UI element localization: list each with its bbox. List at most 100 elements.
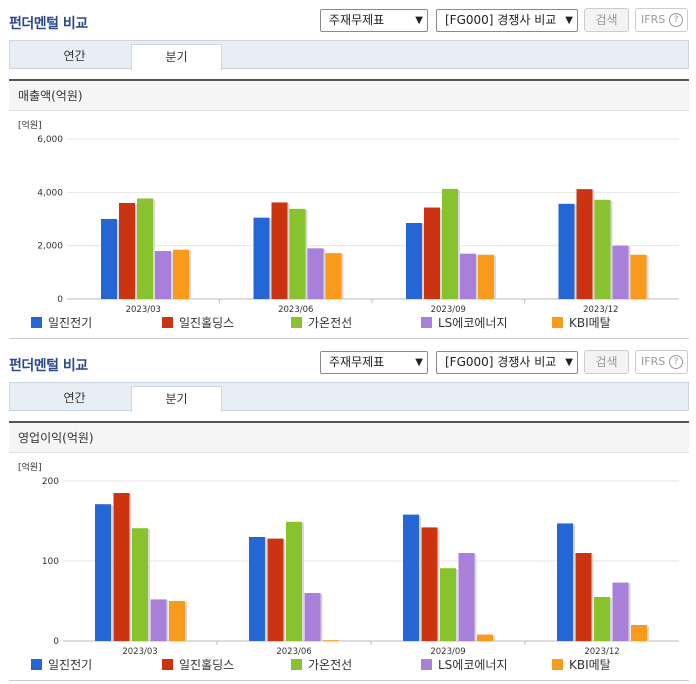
bar-1-1[interactable]: [271, 202, 288, 299]
bar-2-2[interactable]: [442, 188, 458, 299]
bar-1-2[interactable]: [289, 208, 306, 299]
legend-item[interactable]: LS에코에너지: [421, 657, 508, 673]
bar-1-3[interactable]: [307, 248, 324, 299]
legend-swatch: [31, 317, 42, 328]
bar-0-3[interactable]: [150, 599, 167, 641]
panel-title: 펀더멘털 비교: [9, 358, 88, 374]
bar-3-2[interactable]: [594, 597, 610, 641]
bar-3-1[interactable]: [575, 553, 592, 641]
legend-item[interactable]: 일진전기: [31, 315, 92, 331]
bar-2-1[interactable]: [424, 207, 440, 299]
compare-select[interactable]: [FG000] 경쟁사 비교 ▼: [436, 9, 578, 32]
bar-1-1[interactable]: [267, 538, 284, 641]
bar-2-4[interactable]: [477, 634, 493, 641]
x-tick-label: 2023/09: [430, 647, 465, 657]
bar-0-2[interactable]: [137, 198, 153, 299]
bar-3-4[interactable]: [631, 625, 647, 641]
bar-0-1[interactable]: [113, 493, 130, 641]
legend-swatch: [421, 659, 432, 670]
chart-header: 영업이익(억원): [9, 423, 689, 453]
bar-2-2[interactable]: [440, 568, 456, 641]
chevron-down-icon: ▼: [415, 357, 423, 368]
bar-1-0[interactable]: [249, 537, 265, 641]
ifrs-label: IFRS: [641, 13, 666, 26]
bar-0-1[interactable]: [119, 203, 135, 299]
legend-item[interactable]: KBI메탈: [552, 657, 611, 673]
x-tick-label: 2023/03: [122, 647, 157, 657]
chart-legend: 일진전기 일진홀딩스 가온전선 LS에코에너지 KBI메탈: [9, 657, 689, 673]
legend-label: 일진홀딩스: [179, 658, 235, 672]
bar-1-4[interactable]: [323, 640, 339, 641]
x-tick-label: 2023/12: [584, 647, 619, 657]
bar-1-2[interactable]: [286, 521, 302, 641]
search-button[interactable]: 검색: [584, 350, 629, 374]
period-tabs: 연간 분기: [9, 40, 689, 70]
statement-select-value: 주재무제표: [329, 13, 385, 27]
bar-2-0[interactable]: [403, 514, 419, 641]
bar-0-0[interactable]: [95, 504, 111, 641]
bar-3-3[interactable]: [612, 245, 629, 299]
bar-0-4[interactable]: [173, 249, 189, 299]
y-tick-label: 4,000: [37, 188, 63, 198]
bar-0-4[interactable]: [169, 601, 185, 641]
bar-2-1[interactable]: [421, 527, 438, 641]
legend-swatch: [162, 317, 173, 328]
legend-label: 일진홀딩스: [179, 316, 235, 330]
legend-item[interactable]: 일진홀딩스: [162, 657, 234, 673]
bar-2-3[interactable]: [458, 553, 475, 641]
legend-swatch: [291, 659, 302, 670]
ifrs-help-button[interactable]: IFRS ?: [635, 8, 688, 32]
tab-quarterly[interactable]: 분기: [131, 386, 222, 412]
chart-header: 매출액(억원): [9, 81, 689, 111]
bar-3-3[interactable]: [612, 582, 629, 641]
legend-label: KBI메탈: [569, 658, 611, 672]
bar-1-0[interactable]: [253, 217, 270, 299]
compare-select-value: [FG000] 경쟁사 비교: [445, 355, 557, 369]
bar-3-0[interactable]: [558, 203, 575, 299]
bar-1-3[interactable]: [304, 593, 321, 641]
question-icon: ?: [669, 13, 683, 27]
legend-label: 가온전선: [308, 316, 353, 330]
panel-title: 펀더멘털 비교: [9, 16, 88, 32]
y-unit-label: [억원]: [18, 461, 42, 473]
bar-0-3[interactable]: [155, 251, 171, 299]
bar-2-3[interactable]: [460, 253, 476, 299]
legend-swatch: [291, 317, 302, 328]
y-tick-label: 6,000: [37, 135, 63, 145]
legend-label: KBI메탈: [569, 316, 611, 330]
period-tabs: 연간 분기: [9, 382, 689, 412]
bar-2-0[interactable]: [406, 223, 422, 299]
legend-item[interactable]: 일진전기: [31, 657, 92, 673]
legend-item[interactable]: LS에코에너지: [421, 315, 508, 331]
legend-label: 일진전기: [48, 316, 93, 330]
y-tick-label: 200: [42, 477, 59, 487]
legend-item[interactable]: 일진홀딩스: [162, 315, 234, 331]
x-tick-label: 2023/06: [276, 647, 311, 657]
statement-select[interactable]: 주재무제표 ▼: [320, 9, 428, 32]
bar-2-4[interactable]: [478, 254, 494, 299]
bar-0-0[interactable]: [101, 219, 117, 299]
bar-3-2[interactable]: [594, 199, 611, 299]
legend-item[interactable]: 가온전선: [291, 315, 352, 331]
y-unit-label: [억원]: [18, 119, 42, 131]
tab-annual[interactable]: 연간: [63, 391, 86, 405]
bar-3-1[interactable]: [576, 189, 593, 299]
statement-select[interactable]: 주재무제표 ▼: [320, 351, 428, 374]
tab-annual[interactable]: 연간: [63, 49, 86, 63]
x-tick-label: 2023/09: [431, 305, 466, 315]
bar-1-4[interactable]: [325, 253, 342, 299]
bar-0-2[interactable]: [132, 528, 148, 641]
chart-box: 매출액(억원) [억원] 6,000 4,000 2,000 0 2023/03 2023/…: [9, 79, 689, 339]
tab-quarterly[interactable]: 분기: [131, 44, 222, 70]
legend-item[interactable]: KBI메탈: [552, 315, 611, 331]
ifrs-label: IFRS: [641, 355, 666, 368]
x-tick-label: 2023/03: [126, 305, 161, 315]
bar-3-0[interactable]: [557, 523, 573, 641]
legend-item[interactable]: 가온전선: [291, 657, 352, 673]
operating-profit-chart: [억원]200 100 0 2023/03 2023/06 2023/09 2023/12: [18, 461, 679, 657]
ifrs-help-button[interactable]: IFRS ?: [635, 350, 688, 374]
compare-select[interactable]: [FG000] 경쟁사 비교 ▼: [436, 351, 578, 374]
legend-swatch: [421, 317, 432, 328]
bar-3-4[interactable]: [630, 254, 647, 299]
search-button[interactable]: 검색: [584, 8, 629, 32]
